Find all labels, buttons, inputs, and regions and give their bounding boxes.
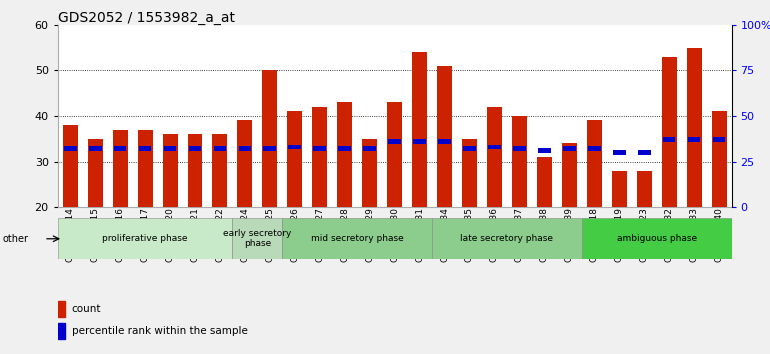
Bar <box>289 145 301 149</box>
Bar <box>338 147 351 151</box>
Bar <box>488 145 500 149</box>
Bar <box>287 112 303 207</box>
Bar <box>337 102 352 207</box>
Bar <box>112 130 128 207</box>
Bar <box>611 171 627 207</box>
Text: proliferative phase: proliferative phase <box>102 234 188 243</box>
Bar <box>88 139 102 207</box>
Bar <box>387 102 402 207</box>
Bar <box>313 147 326 151</box>
Bar <box>437 66 452 207</box>
Text: early secretory
phase: early secretory phase <box>223 229 292 249</box>
Text: ambiguous phase: ambiguous phase <box>617 234 697 243</box>
Bar <box>263 70 277 207</box>
Bar <box>58 323 65 339</box>
Bar <box>661 57 677 207</box>
Bar <box>283 218 432 259</box>
Bar <box>263 147 276 151</box>
Bar <box>613 150 625 155</box>
Text: GDS2052 / 1553982_a_at: GDS2052 / 1553982_a_at <box>58 11 235 25</box>
Bar <box>512 116 527 207</box>
Bar <box>162 134 178 207</box>
Bar <box>463 147 476 151</box>
Bar <box>537 157 552 207</box>
Bar <box>413 139 426 144</box>
Bar <box>58 301 65 317</box>
Bar <box>588 147 601 151</box>
Text: percentile rank within the sample: percentile rank within the sample <box>72 326 247 336</box>
Bar <box>388 139 401 144</box>
Bar <box>164 147 176 151</box>
Bar <box>637 171 651 207</box>
Bar <box>89 147 102 151</box>
Bar <box>462 139 477 207</box>
Bar <box>538 148 551 153</box>
Bar <box>562 143 577 207</box>
Bar <box>412 52 427 207</box>
Bar <box>138 130 152 207</box>
Bar <box>587 120 601 207</box>
Bar <box>432 218 582 259</box>
Bar <box>563 147 576 151</box>
Bar <box>711 112 727 207</box>
Bar <box>363 147 376 151</box>
Bar <box>663 137 675 142</box>
Bar <box>513 147 526 151</box>
Bar <box>188 134 203 207</box>
Bar <box>189 147 202 151</box>
Bar <box>62 125 78 207</box>
Text: count: count <box>72 304 101 314</box>
Bar <box>438 139 451 144</box>
Bar <box>114 147 126 151</box>
Text: mid secretory phase: mid secretory phase <box>311 234 403 243</box>
Bar <box>582 218 732 259</box>
Bar <box>487 107 502 207</box>
Bar <box>213 134 227 207</box>
Text: late secretory phase: late secretory phase <box>460 234 554 243</box>
Bar <box>239 147 251 151</box>
Text: other: other <box>2 234 28 244</box>
Bar <box>713 137 725 142</box>
Bar <box>638 150 651 155</box>
Bar <box>237 120 253 207</box>
Bar <box>64 147 76 151</box>
Bar <box>233 218 283 259</box>
Bar <box>362 139 377 207</box>
Bar <box>687 47 701 207</box>
Bar <box>213 147 226 151</box>
Bar <box>688 137 701 142</box>
Bar <box>313 107 327 207</box>
Bar <box>139 147 152 151</box>
Bar <box>58 218 233 259</box>
